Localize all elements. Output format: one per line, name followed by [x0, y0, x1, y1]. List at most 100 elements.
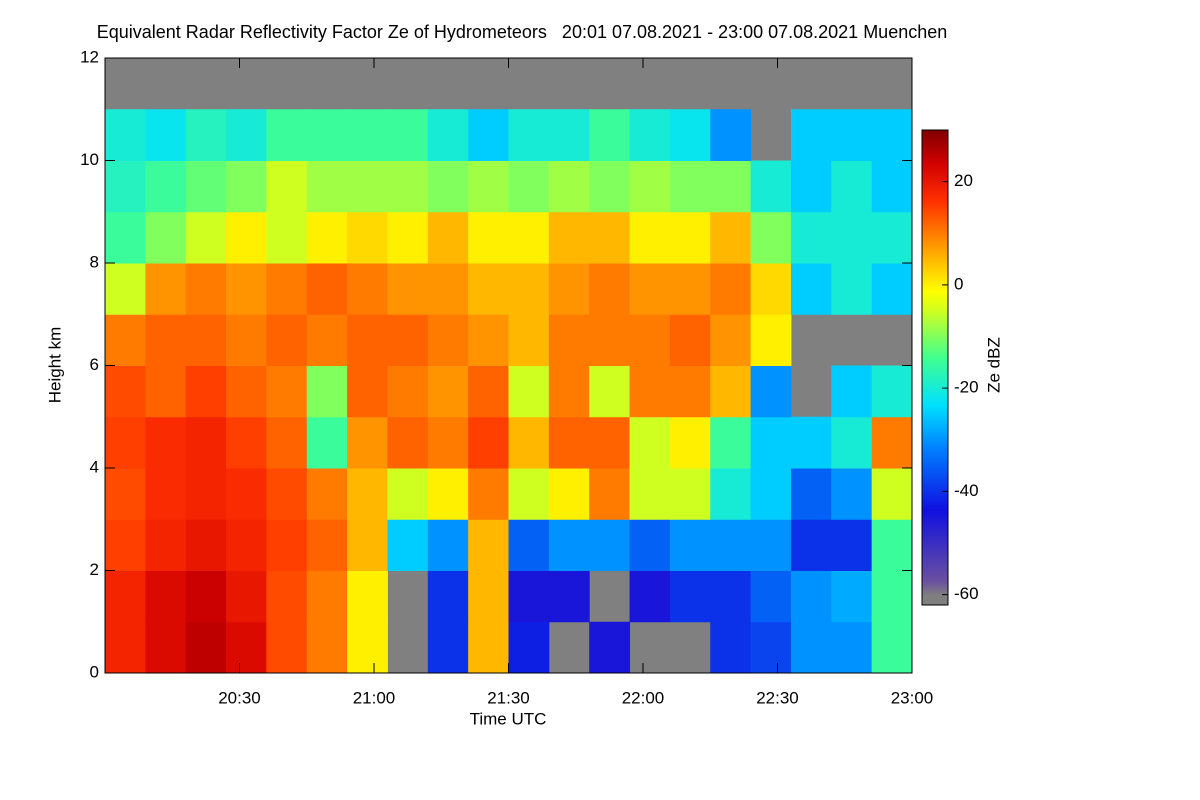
cell — [266, 365, 308, 418]
cell — [387, 160, 429, 213]
cell — [508, 519, 550, 571]
cell — [508, 468, 550, 520]
cell — [669, 365, 711, 418]
cell — [468, 519, 509, 571]
y-tick-label: 4 — [90, 457, 99, 476]
cell — [468, 468, 509, 520]
cell — [105, 621, 146, 674]
cell — [427, 570, 469, 623]
cell — [468, 109, 509, 161]
cell — [589, 211, 631, 264]
cell — [629, 416, 671, 469]
chart-title: Equivalent Radar Reflectivity Factor Ze … — [97, 22, 948, 42]
cell — [387, 314, 429, 366]
cell — [790, 211, 832, 264]
cell — [508, 570, 550, 623]
cell — [226, 160, 267, 213]
cell — [387, 468, 429, 520]
cell — [427, 365, 469, 418]
cell — [145, 160, 187, 213]
cell — [306, 314, 348, 366]
cell — [629, 160, 671, 213]
cell — [427, 621, 469, 674]
cell — [105, 468, 146, 520]
cell — [710, 263, 752, 315]
cell — [145, 570, 187, 623]
cell — [266, 621, 308, 674]
colorbar-tick-label: -40 — [954, 481, 979, 500]
cell — [871, 263, 913, 315]
cell — [105, 365, 146, 418]
colorbar-tick-label: -60 — [954, 584, 979, 603]
cell — [831, 570, 873, 623]
cell — [306, 519, 348, 571]
cell — [669, 211, 711, 264]
cell — [710, 621, 752, 674]
cell — [306, 416, 348, 469]
cell — [145, 314, 187, 366]
cell — [790, 263, 832, 315]
cell — [427, 416, 469, 469]
cell — [468, 416, 509, 469]
cell — [629, 570, 671, 623]
cell — [548, 570, 590, 623]
cell — [589, 109, 631, 161]
cell — [468, 160, 509, 213]
cell — [387, 211, 429, 264]
cell — [226, 621, 267, 674]
x-tick-label: 21:30 — [487, 688, 530, 707]
cell — [185, 621, 227, 674]
cell — [710, 570, 752, 623]
cell — [185, 519, 227, 571]
cell — [871, 468, 913, 520]
cell — [226, 570, 267, 623]
cell — [105, 416, 146, 469]
cell — [145, 263, 187, 315]
cell — [548, 109, 590, 161]
cell — [589, 468, 631, 520]
cell — [347, 468, 388, 520]
cell — [548, 416, 590, 469]
cell — [306, 109, 348, 161]
cell — [669, 570, 711, 623]
cell — [145, 621, 187, 674]
cell — [468, 314, 509, 366]
y-tick-label: 8 — [90, 252, 99, 271]
x-tick-label: 22:30 — [756, 688, 799, 707]
y-axis-label: Height km — [45, 327, 64, 404]
cell — [347, 160, 388, 213]
cell — [145, 365, 187, 418]
cell — [750, 416, 792, 469]
cell — [871, 416, 913, 469]
cell — [629, 109, 671, 161]
cell — [105, 211, 146, 264]
cell — [105, 263, 146, 315]
cell — [750, 468, 792, 520]
cell — [831, 416, 873, 469]
cell — [145, 109, 187, 161]
cell — [226, 468, 267, 520]
cell — [629, 211, 671, 264]
cell — [508, 109, 550, 161]
cell — [790, 416, 832, 469]
cell — [629, 314, 671, 366]
cell — [871, 570, 913, 623]
cell — [387, 416, 429, 469]
cell — [145, 211, 187, 264]
cells — [105, 109, 913, 674]
cell — [831, 263, 873, 315]
cell — [508, 365, 550, 418]
cell — [468, 263, 509, 315]
cell — [710, 468, 752, 520]
cell — [589, 519, 631, 571]
y-tick-label: 2 — [90, 560, 99, 579]
cell — [710, 365, 752, 418]
cell — [306, 468, 348, 520]
cell — [790, 160, 832, 213]
cell — [185, 365, 227, 418]
cell — [710, 416, 752, 469]
cell — [548, 211, 590, 264]
cell — [266, 211, 308, 264]
cell — [831, 365, 873, 418]
cell — [669, 314, 711, 366]
